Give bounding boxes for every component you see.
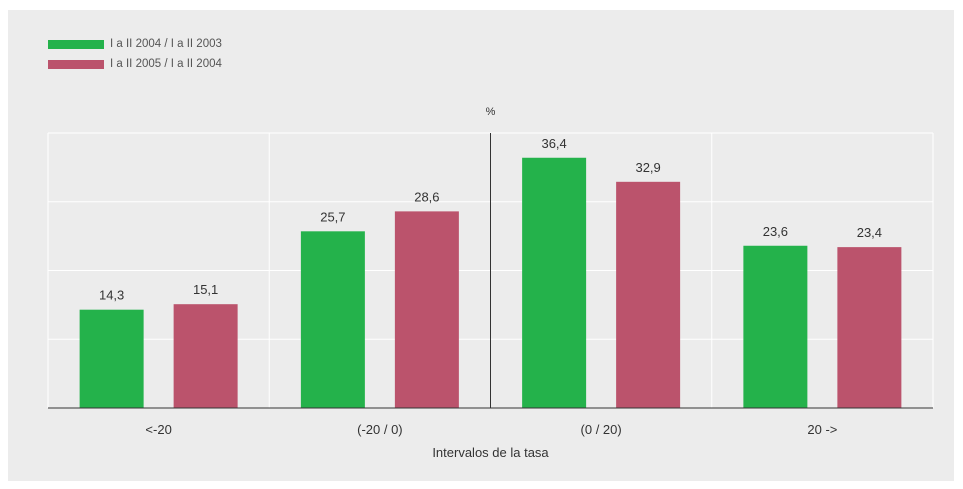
bar-series-2-cat-4 <box>837 247 902 408</box>
data-label-series-2-cat-4: 23,4 <box>857 225 882 240</box>
data-label-series-1-cat-1: 14,3 <box>99 288 124 303</box>
data-label-series-1-cat-2: 25,7 <box>320 209 345 224</box>
bar-series-2-cat-3 <box>616 181 681 408</box>
legend-label-series-2: I a II 2005 / I a II 2004 <box>110 58 222 70</box>
bar-series-2-cat-1 <box>173 304 238 408</box>
legend-swatch-series-2 <box>48 60 104 69</box>
data-label-series-2-cat-2: 28,6 <box>414 189 439 204</box>
x-tick-label-1: <-20 <box>145 422 171 437</box>
x-tick-label-2: (-20 / 0) <box>357 422 403 437</box>
x-tick-label-3: (0 / 20) <box>581 422 622 437</box>
legend-label-series-1: I a II 2004 / I a II 2003 <box>110 38 222 50</box>
data-label-series-1-cat-4: 23,6 <box>763 224 788 239</box>
x-tick-label-4: 20 -> <box>807 422 837 437</box>
x-axis-title: Intervalos de la tasa <box>432 445 549 460</box>
data-label-series-1-cat-3: 36,4 <box>541 136 566 151</box>
y-unit-label: % <box>486 106 496 118</box>
data-label-series-2-cat-1: 15,1 <box>193 282 218 297</box>
bar-series-1-cat-4 <box>743 245 808 408</box>
bar-series-1-cat-2 <box>300 231 365 408</box>
bar-series-1-cat-3 <box>522 157 587 408</box>
bar-series-1-cat-1 <box>79 309 144 408</box>
bar-series-2-cat-2 <box>394 211 459 408</box>
data-label-series-2-cat-3: 32,9 <box>635 160 660 175</box>
legend-swatch-series-1 <box>48 40 104 49</box>
chart-panel: I a II 2004 / I a II 2003 I a II 2005 / … <box>8 10 954 481</box>
